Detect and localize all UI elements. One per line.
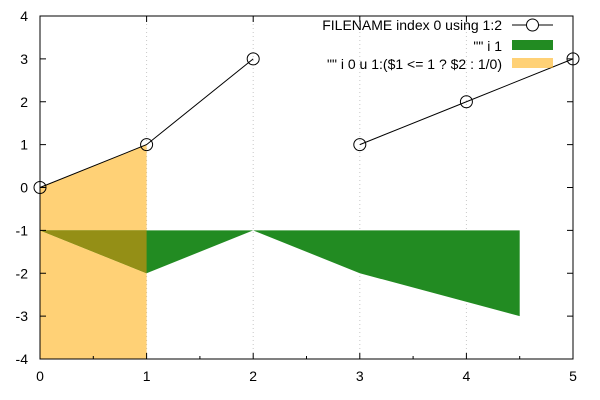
legend-label-2: "" i 0 u 1:($1 <= 1 ? $2 : 1/0) [327, 56, 502, 72]
legend: FILENAME index 0 using 1:2 "" i 1 "" i 0 u… [322, 17, 553, 72]
fill-layer [40, 144, 520, 359]
series-line-segment-1 [359, 58, 574, 146]
data-point-0-2 [246, 52, 260, 66]
y-tick-label--1: -1 [16, 222, 29, 238]
x-tick-label-4: 4 [463, 368, 471, 384]
legend-key-green [512, 40, 553, 50]
legend-key-orange [512, 58, 553, 68]
axis-layer: 0 1 2 3 4 5 -4 -3 -2 -1 0 1 2 3 4 [16, 8, 578, 384]
data-point-1-0 [353, 138, 367, 152]
x-tick-label-3: 3 [356, 368, 364, 384]
y-tick-label-1: 1 [20, 137, 28, 153]
legend-label-0: FILENAME index 0 using 1:2 [322, 17, 502, 33]
x-tick-label-2: 2 [249, 368, 257, 384]
overlap-filled-area [40, 230, 147, 274]
x-tick-label-1: 1 [143, 368, 151, 384]
y-tick-label--2: -2 [16, 265, 29, 281]
x-tick-label-5: 5 [569, 368, 577, 384]
y-tick-label-3: 3 [20, 51, 28, 67]
data-point-0-1 [140, 138, 154, 152]
y-tick-label-0: 0 [20, 180, 28, 196]
y-tick-label-2: 2 [20, 94, 28, 110]
x-tick-label-0: 0 [36, 368, 44, 384]
green-filled-area [40, 230, 520, 317]
data-point-1-1 [459, 95, 473, 109]
y-tick-label--3: -3 [16, 308, 29, 324]
legend-key-marker [526, 18, 539, 32]
legend-label-1: "" i 1 [473, 38, 502, 54]
y-tick-label--4: -4 [16, 351, 29, 367]
y-tick-label-4: 4 [20, 8, 28, 24]
series-line-segment-0 [39, 58, 254, 188]
